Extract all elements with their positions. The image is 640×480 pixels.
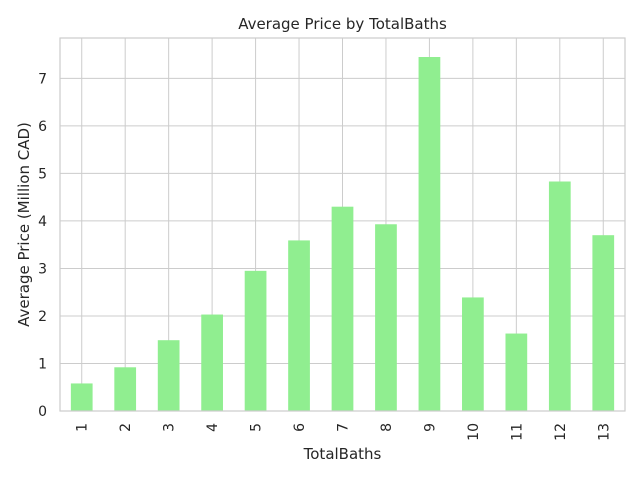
x-axis-label: TotalBaths xyxy=(303,445,382,463)
x-tick-labels: 1 2 3 4 5 6 7 8 9 10 11 12 13 xyxy=(75,423,613,441)
x-tick-label: 9 xyxy=(422,423,438,432)
y-tick-label: 4 xyxy=(38,214,47,230)
plot-frame xyxy=(59,37,626,412)
x-tick-label: 7 xyxy=(336,423,352,432)
y-tick-labels: 0 1 2 3 4 5 6 7 xyxy=(38,71,47,420)
bar xyxy=(114,367,137,411)
bar xyxy=(462,297,484,411)
bar xyxy=(201,314,223,411)
y-tick-label: 3 xyxy=(38,261,47,277)
y-tick-label: 1 xyxy=(38,356,47,372)
x-tick-label: 10 xyxy=(466,423,482,441)
y-axis-label: Average Price (Million CAD) xyxy=(15,122,33,327)
x-tick-label: 5 xyxy=(249,423,265,432)
y-tick-label: 7 xyxy=(38,71,47,87)
bar xyxy=(288,240,310,411)
bar xyxy=(505,333,528,411)
y-tick-label: 0 xyxy=(38,404,47,420)
bar xyxy=(418,57,441,411)
y-tick-label: 5 xyxy=(38,166,47,182)
x-tick-label: 13 xyxy=(596,423,612,441)
x-tick-label: 12 xyxy=(553,423,569,441)
x-tick-label: 1 xyxy=(75,423,91,432)
x-tick-label: 6 xyxy=(292,423,308,432)
bar xyxy=(157,340,180,411)
chart-title: Average Price by TotalBaths xyxy=(238,15,447,33)
x-tick-label: 8 xyxy=(379,423,395,432)
y-tick-label: 6 xyxy=(38,119,47,135)
bar xyxy=(70,383,93,411)
bar xyxy=(375,224,397,411)
bar xyxy=(331,206,354,411)
bars xyxy=(70,57,615,411)
y-tick-label: 2 xyxy=(38,309,47,325)
x-tick-label: 4 xyxy=(205,423,221,432)
bar xyxy=(548,181,571,411)
x-tick-label: 11 xyxy=(509,423,525,441)
x-tick-label: 3 xyxy=(162,423,178,432)
bar xyxy=(244,270,267,411)
bar xyxy=(592,235,615,411)
x-tick-label: 2 xyxy=(118,423,134,432)
